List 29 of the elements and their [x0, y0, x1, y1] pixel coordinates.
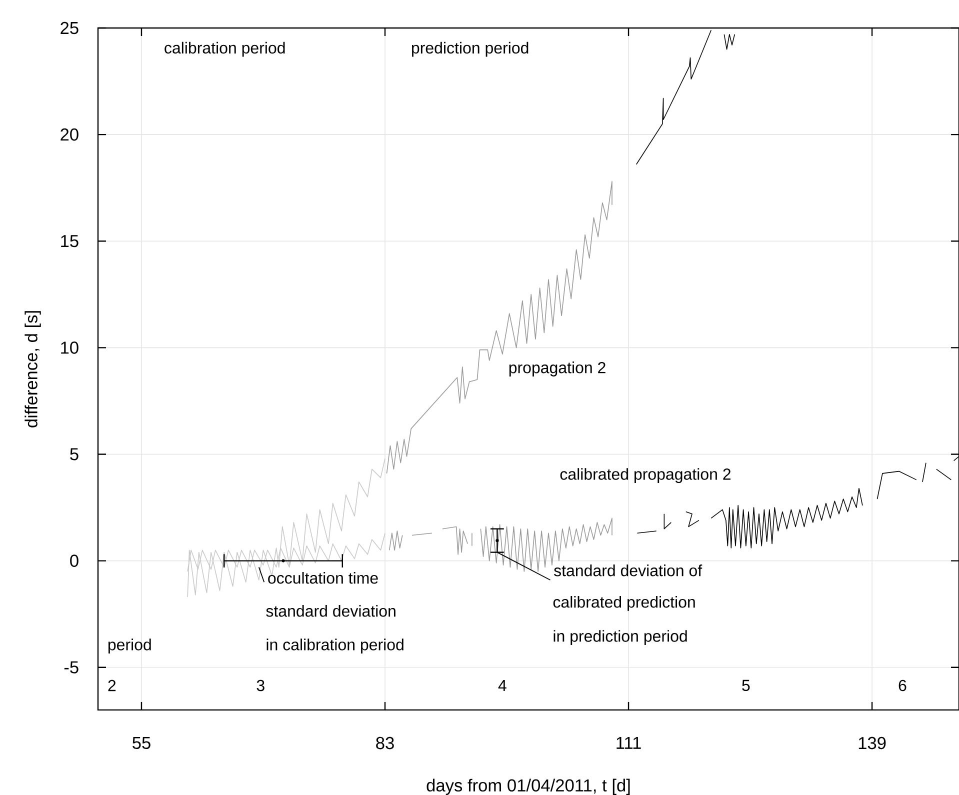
y-axis-title: difference, d [s] — [24, 311, 41, 428]
annotation: standard deviation — [266, 605, 396, 617]
y-tick-label: 5 — [70, 448, 78, 460]
y-tick-label: -5 — [64, 661, 78, 674]
x-tick-label: 83 — [376, 736, 394, 750]
x-tick-label: 139 — [858, 736, 886, 750]
y-tick-label: 20 — [60, 128, 78, 141]
annotation: period — [108, 638, 151, 654]
annotation: propagation 2 — [509, 362, 606, 376]
annotation: calibration period — [164, 42, 285, 57]
annotation: calibrated prediction — [553, 596, 695, 611]
annotation: 5 — [742, 680, 750, 692]
annotation: in prediction period — [554, 630, 687, 645]
x-tick-label: 55 — [132, 736, 150, 750]
annotation: 2 — [108, 680, 116, 692]
annotation: occultation time — [268, 572, 378, 584]
y-tick-label: 25 — [60, 22, 78, 34]
annotation: prediction period — [412, 42, 528, 57]
y-tick-label: 0 — [70, 554, 78, 567]
annotation: 6 — [898, 680, 906, 692]
x-tick-label: 111 — [616, 736, 641, 749]
annotation: calibrated propagation 2 — [560, 468, 731, 484]
x-axis-title: days from 01/04/2011, t [d] — [426, 778, 630, 795]
annotation: 3 — [256, 680, 264, 692]
annotation: 4 — [498, 680, 506, 691]
annotation: standard deviation of — [554, 564, 702, 576]
y-tick-label: 15 — [61, 235, 78, 248]
y-tick-label: 10 — [61, 342, 78, 354]
annotation: in calibration period — [266, 638, 404, 654]
